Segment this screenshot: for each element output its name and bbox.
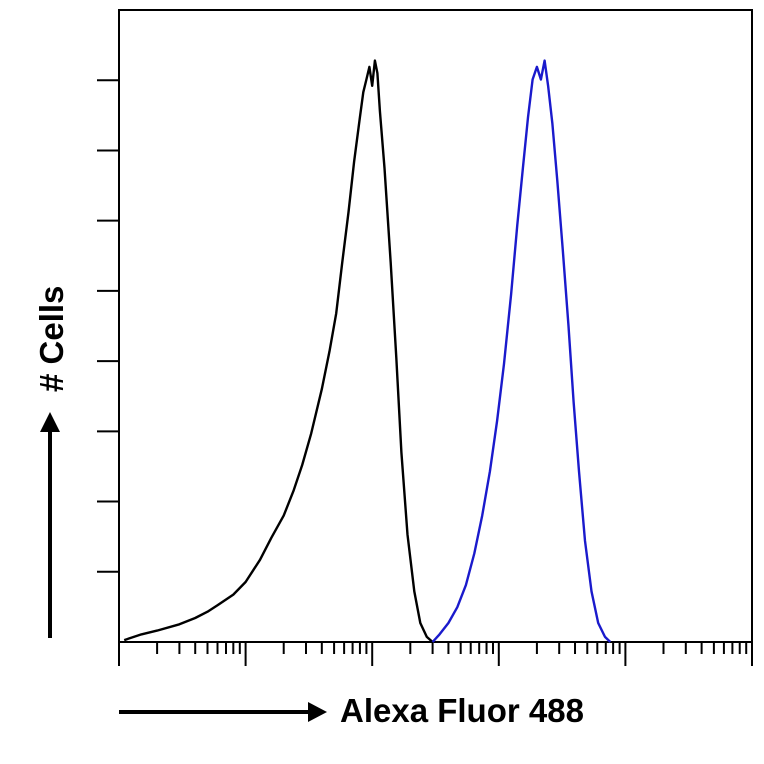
x-axis-label: Alexa Fluor 488 (340, 692, 584, 729)
x-axis-ticks (118, 642, 753, 666)
histogram-series-1 (123, 59, 434, 643)
y-axis-label: # Cells (33, 286, 70, 392)
plot-frame (118, 9, 753, 643)
x-axis-arrow (119, 702, 327, 722)
series-layer (123, 59, 612, 643)
histogram-series-2 (431, 59, 612, 643)
y-axis-ticks (97, 79, 119, 573)
y-axis-arrow (40, 412, 60, 638)
